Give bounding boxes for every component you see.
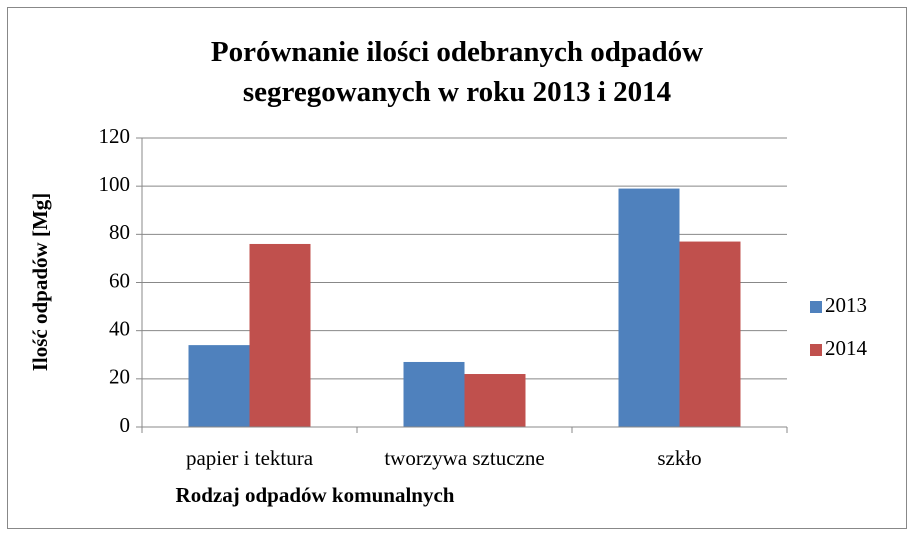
x-tick-label: papier i tektura xyxy=(186,446,314,470)
y-tick-label: 80 xyxy=(109,220,130,244)
bar xyxy=(679,241,741,427)
y-tick-label: 40 xyxy=(109,316,130,340)
y-tick-label: 100 xyxy=(99,172,131,196)
bar xyxy=(188,345,250,427)
y-tick-label: 120 xyxy=(99,124,131,148)
bar xyxy=(249,243,311,427)
x-tick-label: szkło xyxy=(657,446,701,470)
bar xyxy=(464,374,526,427)
legend-swatch xyxy=(810,301,822,313)
y-tick-label: 60 xyxy=(109,268,130,292)
y-tick-label: 20 xyxy=(109,365,130,389)
y-axis-label: Ilość odpadów [Mg] xyxy=(28,193,52,372)
chart-title: Porównanie ilości odebranych odpadów seg… xyxy=(210,36,704,108)
legend-label: 2014 xyxy=(825,336,868,360)
bar xyxy=(618,188,680,427)
y-tick-label: 0 xyxy=(120,413,131,437)
legend-label: 2013 xyxy=(825,293,867,317)
x-tick-label: tworzywa sztuczne xyxy=(384,446,544,470)
chart-border xyxy=(7,7,907,529)
legend-swatch xyxy=(810,344,822,356)
x-axis-label: Rodzaj odpadów komunalnych xyxy=(176,483,455,507)
bar xyxy=(403,361,465,427)
